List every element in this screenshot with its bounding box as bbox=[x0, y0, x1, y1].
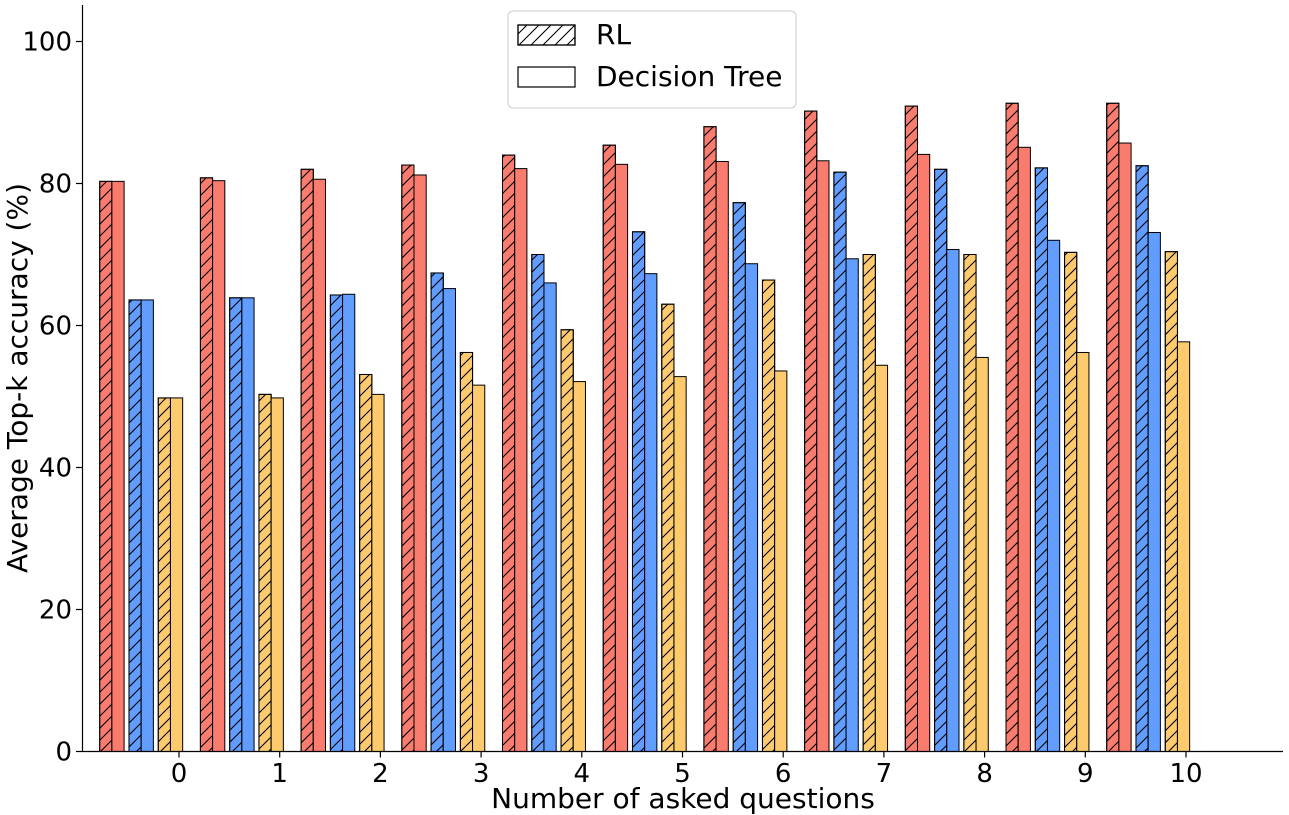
bar-hatch-overlay bbox=[1064, 251, 1078, 752]
x-tick-label: 10 bbox=[1169, 759, 1202, 789]
y-tick-label: 0 bbox=[55, 738, 72, 768]
bar-hatch-overlay bbox=[502, 154, 516, 753]
legend: RL Decision Tree bbox=[507, 10, 797, 109]
bar-decision-tree-0 bbox=[169, 397, 184, 752]
x-tick-label: 9 bbox=[1077, 759, 1094, 789]
bar-hatch-overlay bbox=[359, 373, 373, 752]
bar-hatch-overlay bbox=[401, 164, 415, 753]
bar-hatch-overlay bbox=[560, 329, 574, 752]
y-axis-ticks: 0 20 40 60 80 100 bbox=[22, 28, 82, 768]
bar-hatch-overlay bbox=[459, 351, 474, 752]
x-tick-label: 3 bbox=[473, 759, 490, 789]
bar-hatch-overlay bbox=[703, 126, 717, 752]
bar-hatch-overlay bbox=[1164, 251, 1178, 752]
bar-hatch-overlay bbox=[430, 272, 444, 752]
bar-decision-tree-7 bbox=[874, 364, 889, 752]
bar-hatch-overlay bbox=[1034, 167, 1048, 752]
bar-hatch-overlay bbox=[904, 105, 918, 753]
bar-decision-tree-10 bbox=[1118, 142, 1132, 752]
bar-hatch-overlay bbox=[128, 299, 142, 752]
bar-hatch-overlay bbox=[1135, 165, 1149, 752]
y-tick-label: 80 bbox=[39, 170, 72, 200]
x-tick-label: 6 bbox=[775, 759, 792, 789]
bar-hatch-overlay bbox=[833, 171, 847, 752]
bar-decision-tree-10 bbox=[1176, 341, 1191, 752]
bar-decision-tree-5 bbox=[614, 163, 629, 752]
bar-decision-tree-2 bbox=[342, 293, 356, 752]
bar-decision-tree-3 bbox=[472, 384, 486, 752]
x-tick-label: 0 bbox=[171, 759, 188, 789]
bar-decision-tree-6 bbox=[715, 160, 729, 753]
bar-hatch-overlay bbox=[199, 177, 214, 752]
bar-hatch-overlay bbox=[862, 254, 876, 752]
bar-hatch-overlay bbox=[1005, 102, 1019, 752]
bar-hatch-overlay bbox=[761, 279, 776, 752]
bar-hatch-overlay bbox=[631, 231, 646, 752]
bar-decision-tree-0 bbox=[111, 180, 125, 752]
bar-hatch-overlay bbox=[963, 254, 977, 752]
bar-decision-tree-9 bbox=[1076, 351, 1090, 752]
legend-frame bbox=[507, 10, 797, 109]
legend-label-rl: RL bbox=[596, 18, 631, 51]
x-axis-ticks: 0 1 2 3 4 5 6 7 8 9 10 bbox=[171, 751, 1203, 789]
legend-swatch-decision-tree bbox=[517, 66, 576, 88]
bar-decision-tree-8 bbox=[946, 249, 960, 752]
bar-decision-tree-9 bbox=[1017, 146, 1031, 753]
x-tick-label: 1 bbox=[271, 759, 288, 789]
x-tick-label: 2 bbox=[372, 759, 389, 789]
legend-label-decision-tree: Decision Tree bbox=[596, 60, 782, 93]
bars bbox=[99, 102, 1191, 753]
bar-hatch-overlay bbox=[934, 168, 948, 753]
bar-decision-tree-4 bbox=[514, 168, 528, 752]
bar-decision-tree-3 bbox=[442, 288, 456, 752]
x-axis-title: Number of asked questions bbox=[491, 782, 875, 815]
bar-hatch-overlay bbox=[99, 180, 113, 752]
bar-decision-tree-8 bbox=[917, 153, 931, 752]
x-tick-label: 5 bbox=[674, 759, 691, 789]
bar-decision-tree-2 bbox=[371, 393, 385, 752]
bar-hatch-overlay bbox=[732, 202, 746, 753]
bar-hatch-overlay bbox=[258, 393, 272, 752]
bar-decision-tree-0 bbox=[140, 299, 154, 752]
bar-hatch-overlay bbox=[157, 397, 171, 752]
bar-decision-tree-5 bbox=[673, 376, 687, 752]
bar-hatch-overlay bbox=[602, 144, 616, 753]
y-tick-label: 20 bbox=[39, 596, 72, 626]
y-axis-title: Average Top-k accuracy (%) bbox=[1, 183, 34, 573]
y-tick-label: 100 bbox=[22, 28, 72, 58]
bar-decision-tree-1 bbox=[212, 180, 226, 753]
bar-decision-tree-9 bbox=[1046, 239, 1061, 753]
bar-hatch-overlay bbox=[329, 294, 344, 752]
x-tick-label: 8 bbox=[976, 759, 993, 789]
legend-swatch-rl-hatch bbox=[517, 24, 576, 46]
bar-hatch-overlay bbox=[1106, 102, 1120, 752]
bar-decision-tree-1 bbox=[270, 397, 284, 752]
bar-decision-tree-2 bbox=[312, 178, 326, 753]
bar-decision-tree-10 bbox=[1147, 231, 1161, 753]
x-tick-label: 7 bbox=[876, 759, 893, 789]
bar-decision-tree-8 bbox=[975, 356, 989, 752]
x-tick-label: 4 bbox=[574, 759, 591, 789]
bar-hatch-overlay bbox=[661, 303, 675, 752]
bar-decision-tree-6 bbox=[744, 263, 759, 752]
bar-decision-tree-7 bbox=[845, 258, 859, 752]
bar-decision-tree-5 bbox=[644, 273, 658, 752]
bar-decision-tree-7 bbox=[816, 160, 830, 752]
bar-decision-tree-1 bbox=[241, 297, 255, 752]
bar-decision-tree-4 bbox=[572, 381, 586, 752]
bar-hatch-overlay bbox=[804, 110, 818, 752]
bar-decision-tree-4 bbox=[543, 282, 557, 752]
y-tick-label: 60 bbox=[39, 312, 72, 342]
bar-decision-tree-6 bbox=[774, 370, 788, 752]
bar-hatch-overlay bbox=[229, 297, 243, 752]
y-tick-label: 40 bbox=[39, 454, 72, 484]
bar-decision-tree-3 bbox=[413, 174, 427, 753]
bar-hatch-overlay bbox=[531, 254, 545, 752]
bar-hatch-overlay bbox=[300, 168, 314, 753]
